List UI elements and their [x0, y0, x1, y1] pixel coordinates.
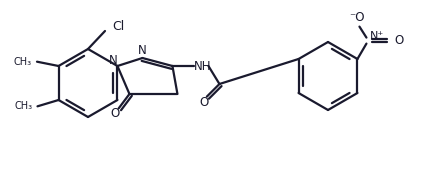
Text: CH₃: CH₃: [14, 101, 33, 111]
Text: CH₃: CH₃: [14, 57, 32, 67]
Text: N: N: [138, 45, 147, 58]
Text: O: O: [199, 96, 209, 109]
Text: Cl: Cl: [112, 20, 124, 33]
Text: ⁻O: ⁻O: [350, 11, 365, 24]
Text: NH: NH: [194, 59, 211, 73]
Text: N: N: [109, 55, 118, 67]
Text: O: O: [110, 107, 119, 120]
Text: O: O: [394, 34, 404, 47]
Text: N⁺: N⁺: [369, 31, 384, 41]
